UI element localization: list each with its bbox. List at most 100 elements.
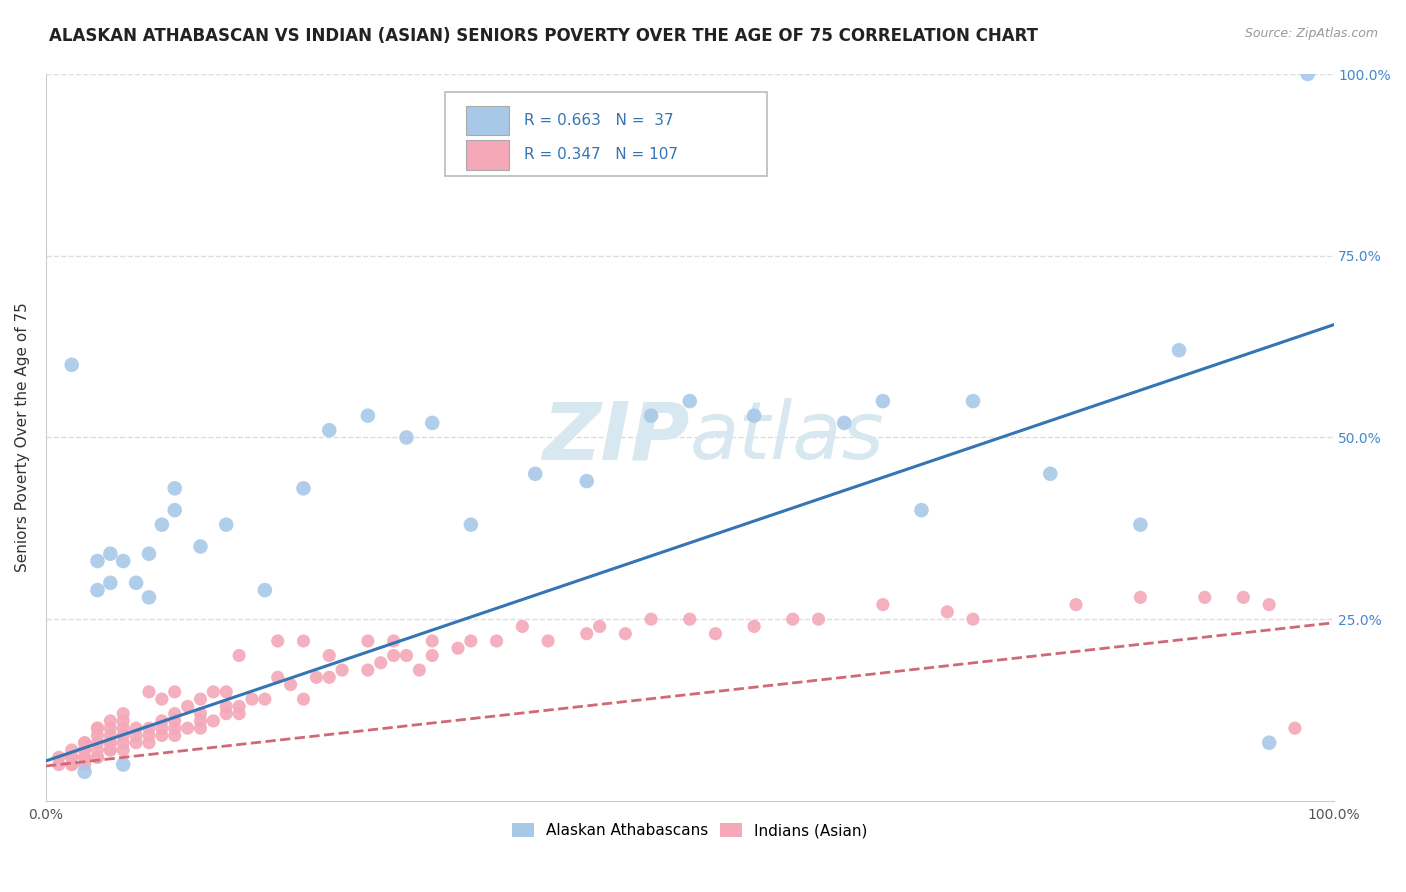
Point — [163, 729, 186, 743]
Point — [150, 692, 173, 706]
Point — [163, 714, 186, 728]
Point — [679, 612, 702, 626]
Point — [357, 634, 380, 648]
Point — [150, 714, 173, 728]
Point — [318, 670, 340, 684]
Point — [176, 699, 198, 714]
Point — [60, 757, 83, 772]
Point — [86, 721, 108, 735]
Point — [357, 663, 380, 677]
Point — [60, 757, 83, 772]
Point — [163, 706, 186, 721]
Point — [73, 743, 96, 757]
Point — [138, 736, 160, 750]
Point — [512, 619, 534, 633]
Point — [138, 685, 160, 699]
Point — [163, 721, 186, 735]
Point — [370, 656, 392, 670]
Point — [460, 634, 482, 648]
Point — [1258, 736, 1281, 750]
Point — [112, 729, 135, 743]
Point — [112, 706, 135, 721]
Point — [112, 554, 135, 568]
Point — [86, 743, 108, 757]
Point — [150, 721, 173, 735]
Point — [60, 750, 83, 764]
Point — [253, 692, 276, 706]
Point — [1039, 467, 1062, 481]
Point — [73, 764, 96, 779]
Point — [267, 670, 290, 684]
Point — [382, 648, 405, 663]
Point — [228, 648, 250, 663]
FancyBboxPatch shape — [446, 92, 768, 176]
Point — [86, 554, 108, 568]
Point — [408, 663, 430, 677]
Point — [73, 750, 96, 764]
Point — [112, 714, 135, 728]
Point — [330, 663, 353, 677]
Point — [86, 583, 108, 598]
Point — [73, 736, 96, 750]
Point — [202, 685, 225, 699]
Point — [742, 409, 765, 423]
Text: Source: ZipAtlas.com: Source: ZipAtlas.com — [1244, 27, 1378, 40]
Point — [98, 736, 121, 750]
Point — [318, 648, 340, 663]
Point — [86, 750, 108, 764]
Text: ZIP: ZIP — [543, 399, 690, 476]
Point — [872, 394, 894, 409]
Point — [86, 729, 108, 743]
Point — [305, 670, 328, 684]
Point — [395, 430, 418, 444]
Point — [1194, 591, 1216, 605]
Point — [1168, 343, 1191, 358]
Point — [524, 467, 547, 481]
Point — [240, 692, 263, 706]
Point — [138, 547, 160, 561]
Point — [782, 612, 804, 626]
Point — [292, 634, 315, 648]
Point — [176, 721, 198, 735]
Point — [395, 648, 418, 663]
Point — [614, 626, 637, 640]
Point — [112, 736, 135, 750]
Point — [138, 721, 160, 735]
Legend: Alaskan Athabascans, Indians (Asian): Alaskan Athabascans, Indians (Asian) — [506, 817, 873, 844]
Point — [1296, 67, 1319, 81]
Point — [98, 743, 121, 757]
Point — [163, 481, 186, 495]
Point — [292, 481, 315, 495]
Point — [640, 409, 662, 423]
Point — [98, 575, 121, 590]
Point — [280, 677, 302, 691]
Point — [1129, 517, 1152, 532]
Point — [73, 743, 96, 757]
Point — [202, 714, 225, 728]
Point — [150, 729, 173, 743]
Point — [86, 721, 108, 735]
Point — [962, 394, 984, 409]
Point — [138, 591, 160, 605]
Point — [420, 648, 443, 663]
Text: R = 0.663   N =  37: R = 0.663 N = 37 — [523, 113, 673, 128]
Point — [48, 750, 70, 764]
Point — [962, 612, 984, 626]
Point — [73, 750, 96, 764]
Point — [215, 706, 238, 721]
Point — [460, 517, 482, 532]
Point — [163, 685, 186, 699]
Point — [704, 626, 727, 640]
Point — [98, 547, 121, 561]
Point — [215, 685, 238, 699]
Point — [807, 612, 830, 626]
Y-axis label: Seniors Poverty Over the Age of 75: Seniors Poverty Over the Age of 75 — [15, 302, 30, 573]
Point — [267, 634, 290, 648]
Point — [1064, 598, 1087, 612]
Point — [73, 757, 96, 772]
Text: ALASKAN ATHABASCAN VS INDIAN (ASIAN) SENIORS POVERTY OVER THE AGE OF 75 CORRELAT: ALASKAN ATHABASCAN VS INDIAN (ASIAN) SEN… — [49, 27, 1038, 45]
Point — [125, 721, 148, 735]
Point — [98, 721, 121, 735]
Point — [48, 757, 70, 772]
Point — [112, 721, 135, 735]
